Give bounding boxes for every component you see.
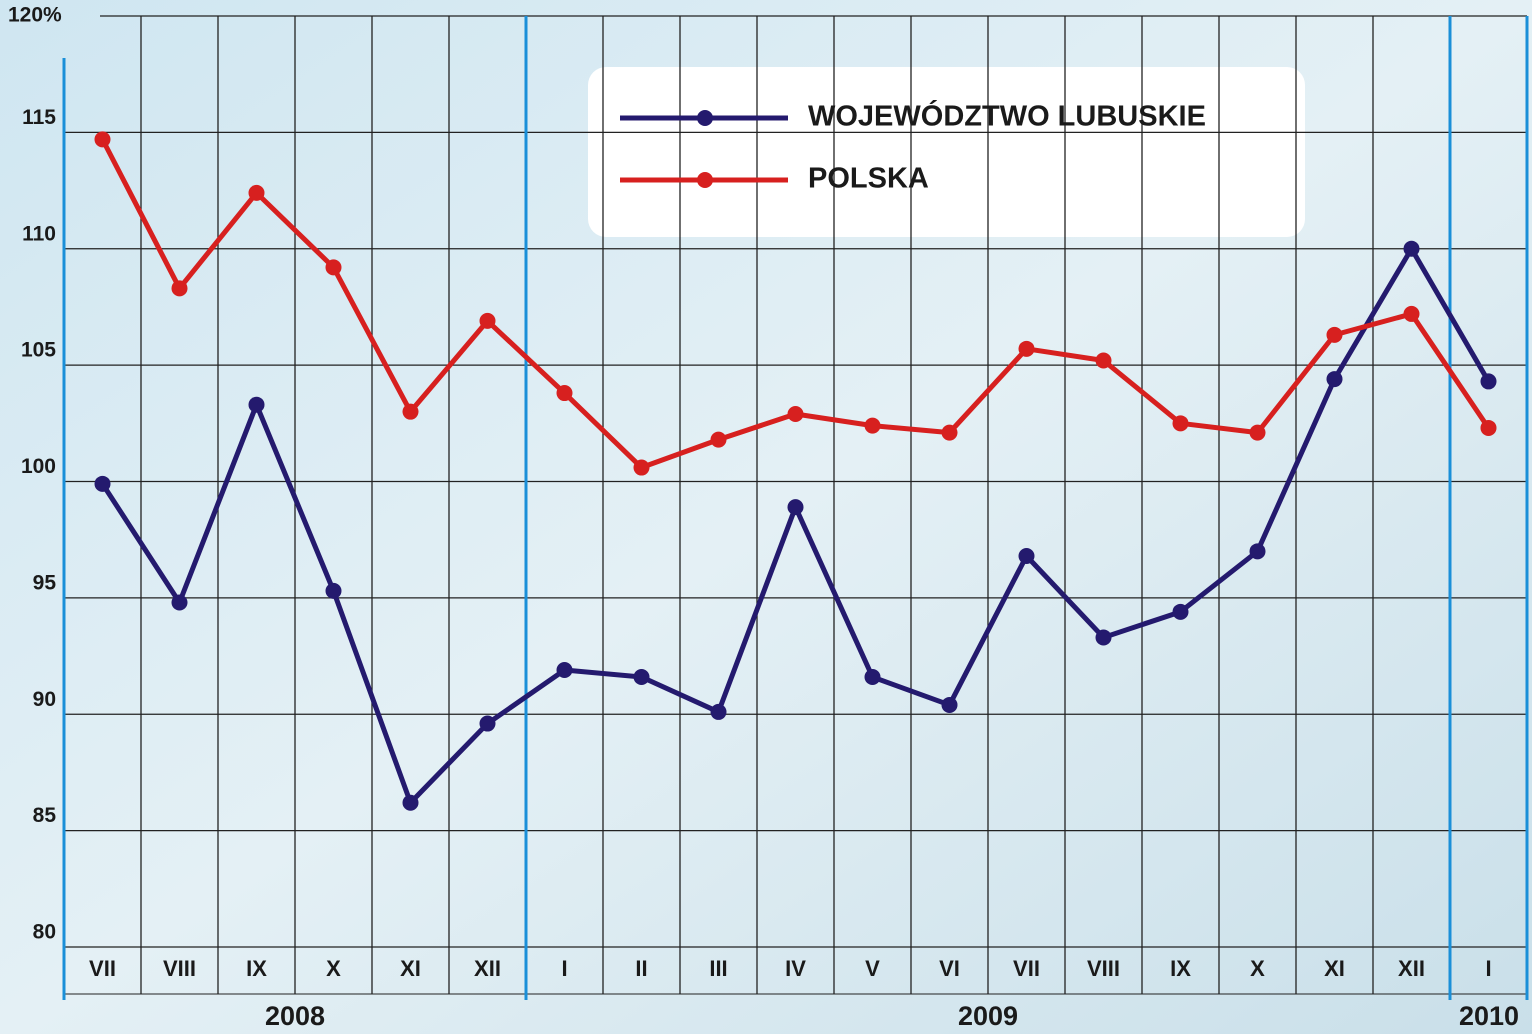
- x-tick-label: X: [326, 956, 341, 981]
- legend-box: [588, 67, 1305, 237]
- data-point: [1249, 424, 1266, 441]
- data-point: [1095, 629, 1112, 646]
- data-point: [479, 715, 496, 732]
- data-point: [171, 280, 188, 297]
- y-tick-label: 105: [21, 339, 56, 362]
- data-point: [94, 475, 111, 492]
- y-tick-label: 95: [33, 571, 57, 594]
- data-point: [402, 403, 419, 420]
- x-tick-label: I: [561, 956, 567, 981]
- x-tick-label: II: [635, 956, 647, 981]
- y-tick-label: 90: [33, 688, 56, 711]
- x-tick-label: IX: [246, 956, 267, 981]
- year-label: 2008: [265, 1001, 325, 1031]
- y-tick-label: 85: [33, 804, 57, 827]
- data-point: [325, 259, 342, 276]
- x-tick-label: VIII: [163, 956, 196, 981]
- data-point: [1403, 240, 1420, 257]
- data-point: [633, 669, 650, 686]
- x-tick-label: III: [709, 956, 727, 981]
- x-tick-label: I: [1485, 956, 1491, 981]
- data-point: [941, 696, 958, 713]
- legend-label: WOJEWÓDZTWO LUBUSKIE: [808, 99, 1206, 133]
- data-point: [1172, 415, 1189, 432]
- x-tick-label: VII: [89, 956, 116, 981]
- data-point: [1172, 603, 1189, 620]
- data-point: [171, 594, 188, 611]
- x-tick-label: IV: [785, 956, 806, 981]
- data-point: [1480, 373, 1497, 390]
- data-point: [325, 582, 342, 599]
- year-label: 2010: [1459, 1001, 1519, 1031]
- data-point: [864, 669, 881, 686]
- x-tick-label: XII: [1398, 956, 1425, 981]
- data-point: [1326, 371, 1343, 388]
- x-tick-label: X: [1250, 956, 1265, 981]
- data-point: [556, 662, 573, 679]
- legend-label: POLSKA: [808, 163, 929, 195]
- x-tick-label: IX: [1170, 956, 1191, 981]
- data-point: [479, 312, 496, 329]
- data-point: [710, 703, 727, 720]
- x-tick-label: VII: [1013, 956, 1040, 981]
- data-point: [1403, 305, 1420, 322]
- legend-marker: [697, 110, 713, 126]
- y-tick-label: 115: [22, 106, 56, 129]
- data-point: [1480, 419, 1497, 436]
- data-point: [864, 417, 881, 434]
- x-tick-label: XI: [400, 956, 421, 981]
- data-point: [1249, 543, 1266, 560]
- data-point: [710, 431, 727, 448]
- data-point: [1326, 326, 1343, 343]
- x-tick-label: V: [865, 956, 880, 981]
- x-tick-label: XII: [474, 956, 501, 981]
- data-point: [941, 424, 958, 441]
- y-tick-label: 120%: [8, 4, 62, 27]
- data-point: [633, 459, 650, 476]
- y-tick-label: 100: [21, 455, 56, 478]
- data-point: [248, 184, 265, 201]
- data-point: [1095, 352, 1112, 369]
- legend-marker: [697, 172, 713, 188]
- data-point: [787, 499, 804, 516]
- data-point: [1018, 547, 1035, 564]
- data-point: [787, 406, 804, 423]
- data-point: [1018, 340, 1035, 357]
- data-point: [248, 396, 265, 413]
- year-label: 2009: [958, 1001, 1018, 1031]
- x-tick-label: VIII: [1087, 956, 1120, 981]
- y-tick-label: 80: [33, 921, 56, 944]
- y-tick-label: 110: [22, 222, 56, 245]
- x-tick-label: XI: [1324, 956, 1345, 981]
- data-point: [402, 794, 419, 811]
- x-tick-label: VI: [939, 956, 960, 981]
- data-point: [94, 131, 111, 148]
- data-point: [556, 385, 573, 402]
